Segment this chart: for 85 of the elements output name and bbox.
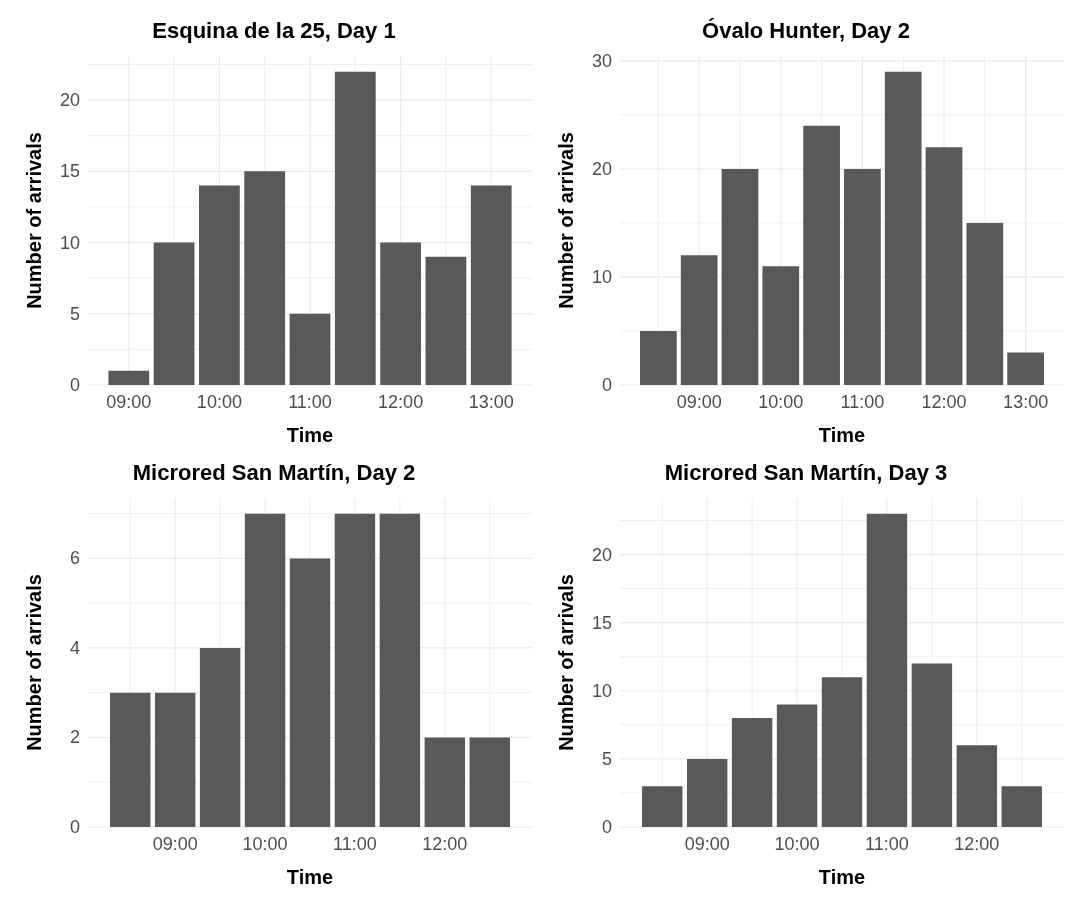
x-tick-label: 12:00 [422, 834, 468, 854]
chart-title: Esquina de la 25, Day 1 [152, 17, 396, 43]
x-tick-label: 09:00 [676, 392, 722, 412]
bar [334, 513, 376, 827]
y-tick-label: 0 [601, 817, 612, 837]
bar [821, 677, 863, 827]
x-tick-label: 11:00 [288, 392, 332, 412]
x-tick-label: 13:00 [468, 392, 514, 412]
y-tick-label: 10 [591, 680, 612, 701]
bar [244, 513, 286, 827]
y-tick-label: 2 [69, 727, 80, 748]
bar [199, 647, 241, 827]
bar [379, 513, 421, 827]
bar [884, 71, 922, 385]
x-axis-title: Time [286, 424, 334, 446]
y-tick-label: 5 [69, 303, 80, 324]
x-tick-label: 09:00 [152, 834, 198, 854]
bar [966, 222, 1004, 385]
x-tick-label: 09:00 [106, 392, 152, 412]
bar [1001, 786, 1042, 827]
chart-title: Microred San Martín, Day 2 [132, 459, 416, 485]
chart-title: Microred San Martín, Day 3 [664, 459, 948, 485]
bar [469, 737, 510, 827]
x-axis-title: Time [818, 866, 866, 888]
y-tick-label: 30 [591, 50, 612, 71]
bar [680, 255, 718, 385]
y-tick-label: 20 [59, 90, 80, 111]
bar [776, 704, 818, 827]
y-axis-title: Number of arrivals [555, 132, 577, 309]
bar [470, 185, 512, 385]
y-tick-label: 0 [69, 817, 80, 837]
y-axis-title: Number of arrivals [23, 132, 45, 309]
x-tick-label: 12:00 [378, 392, 424, 412]
y-tick-label: 15 [591, 612, 612, 633]
x-tick-label: 11:00 [333, 834, 377, 854]
bar [731, 718, 773, 827]
x-tick-label: 11:00 [865, 834, 909, 854]
bar [762, 266, 800, 385]
bar [289, 558, 331, 827]
bar [956, 745, 998, 827]
y-axis-title: Number of arrivals [23, 574, 45, 751]
bar [844, 168, 881, 385]
bar [199, 185, 240, 385]
y-tick-label: 0 [69, 375, 80, 395]
bar [153, 242, 195, 385]
y-tick-label: 15 [59, 161, 80, 182]
y-tick-label: 5 [601, 748, 612, 769]
bar [424, 737, 466, 827]
bar [289, 313, 331, 385]
y-tick-label: 4 [69, 637, 80, 658]
bar [380, 242, 421, 385]
bar [425, 256, 467, 385]
bar [154, 692, 196, 827]
y-tick-label: 20 [591, 544, 612, 565]
bar [686, 758, 728, 827]
bar [642, 786, 683, 827]
x-tick-label: 10:00 [774, 834, 820, 854]
x-tick-label: 09:00 [684, 834, 730, 854]
bar [925, 147, 963, 385]
y-tick-label: 6 [69, 548, 80, 569]
bar [334, 71, 376, 385]
x-axis-title: Time [286, 866, 334, 888]
bar [1007, 352, 1044, 385]
y-tick-label: 20 [591, 158, 612, 179]
y-tick-label: 10 [59, 232, 80, 253]
bar [110, 692, 151, 827]
bar [866, 513, 908, 827]
x-axis-title: Time [818, 424, 866, 446]
bar [640, 330, 677, 385]
x-tick-label: 12:00 [954, 834, 1000, 854]
chart-title: Óvalo Hunter, Day 2 [702, 17, 910, 43]
x-tick-label: 13:00 [1003, 392, 1049, 412]
x-tick-label: 10:00 [242, 834, 288, 854]
x-tick-label: 10:00 [758, 392, 804, 412]
x-tick-label: 12:00 [921, 392, 967, 412]
bar [803, 125, 840, 385]
bar [108, 370, 150, 385]
bar [244, 171, 286, 385]
y-axis-title: Number of arrivals [555, 574, 577, 751]
bar [911, 663, 953, 827]
bar [721, 168, 759, 385]
x-tick-label: 11:00 [840, 392, 885, 412]
y-tick-label: 0 [601, 375, 612, 395]
x-tick-label: 10:00 [196, 392, 242, 412]
y-tick-label: 10 [591, 266, 612, 287]
